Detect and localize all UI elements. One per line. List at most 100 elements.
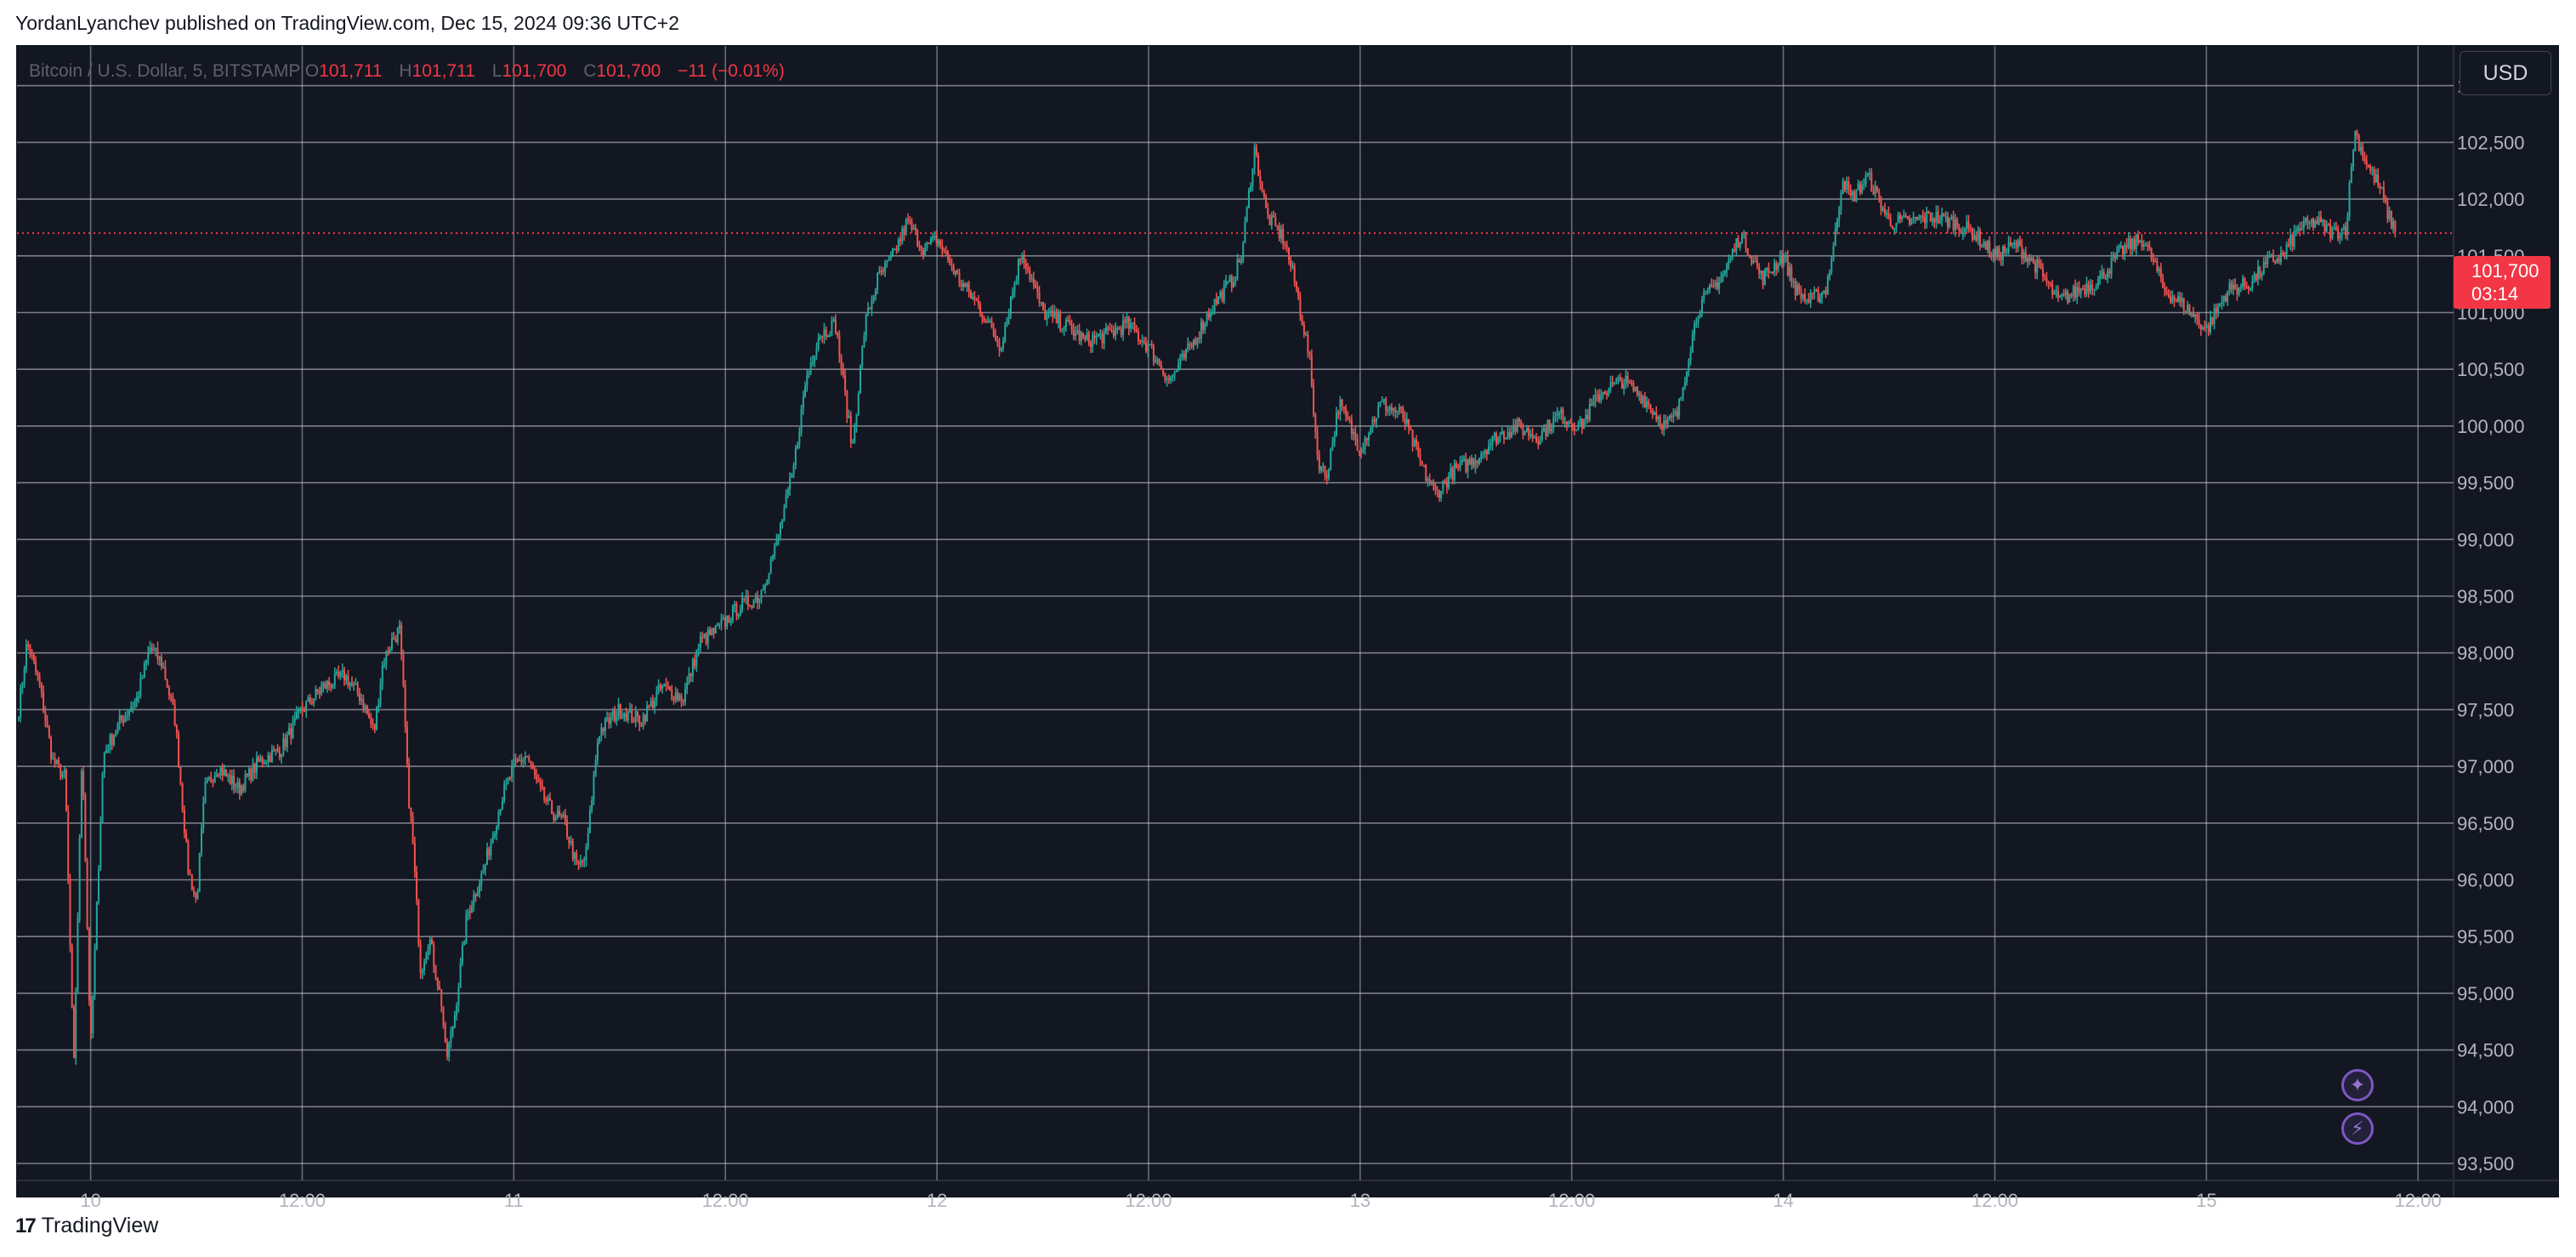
candle-down [842, 362, 844, 378]
candle-down [1143, 336, 1145, 345]
candle-body [694, 659, 696, 667]
candle-body [440, 989, 443, 1007]
candle-down [1268, 213, 1271, 226]
candle-up [259, 754, 262, 763]
candle-body [250, 768, 252, 781]
candle-body [1461, 459, 1463, 463]
candle-body [2040, 264, 2042, 270]
candle-down [1262, 189, 1265, 199]
candle-up [792, 462, 795, 479]
candle-up [109, 732, 111, 754]
candle-body [213, 775, 216, 783]
currency-selector[interactable]: USD [2460, 51, 2551, 95]
candle-body [577, 861, 580, 865]
candle-up [1064, 317, 1067, 333]
candle-body [1600, 394, 1603, 401]
candle-body [1042, 302, 1045, 310]
candle-body [1253, 147, 1256, 169]
candle-up [832, 316, 835, 323]
candle-up [292, 715, 294, 740]
candle-up [2301, 221, 2303, 231]
candle-down [1347, 411, 1349, 421]
candle-body [315, 689, 317, 699]
candle-up [1398, 403, 1400, 415]
candle-body [617, 703, 620, 716]
candle-up [1213, 299, 1216, 315]
candle-down [1257, 152, 1260, 177]
candle-body [1648, 401, 1650, 405]
candle-down [468, 904, 471, 919]
candle-body [1138, 332, 1140, 341]
candle-up [1723, 270, 1726, 276]
candle-up [1783, 253, 1785, 267]
candle-body [1829, 272, 1831, 277]
candle-body [1506, 432, 1509, 438]
candle-body [646, 705, 649, 722]
tradingview-brand[interactable]: 17 TradingView [15, 1214, 158, 1238]
candle-body [2027, 257, 2029, 263]
candle-body [616, 715, 618, 721]
candle-up [396, 627, 399, 646]
symbol-title[interactable]: Bitcoin / U.S. Dollar, 5, BITSTAMP [29, 61, 300, 81]
candle-body [1789, 266, 1791, 276]
low-value: 101,700 [502, 61, 567, 81]
candle-body [1762, 270, 1764, 286]
candle-up [1379, 401, 1382, 407]
candle-down [150, 642, 153, 655]
candle-body [1019, 259, 1022, 261]
candle-body [954, 270, 956, 275]
candle-body [1436, 489, 1438, 492]
candle-down [1183, 350, 1185, 361]
candle-body [1476, 460, 1478, 464]
candle-body [377, 703, 380, 708]
candle-body [1052, 310, 1054, 317]
candle-body [465, 915, 468, 944]
candle-down [1069, 315, 1071, 326]
candle-up [99, 816, 102, 872]
candle-down [2148, 240, 2151, 252]
lightning-icon[interactable]: ⚡ [2341, 1112, 2374, 1145]
candle-down [2044, 273, 2046, 281]
candle-down [2299, 221, 2301, 236]
candle-down [1468, 456, 1471, 466]
candle-up [147, 646, 150, 666]
candle-body [2310, 219, 2312, 223]
candle-down [728, 614, 730, 623]
candle-body [1421, 461, 1423, 465]
candle-body [167, 687, 170, 696]
candle-body [583, 860, 586, 862]
candle-body [1069, 321, 1071, 326]
candle-down [1120, 325, 1122, 338]
candle-up [684, 682, 686, 706]
candle-body [1663, 420, 1665, 430]
candle-down [338, 665, 340, 680]
candle-up [1789, 262, 1791, 282]
candle-body [276, 748, 279, 752]
candle-up [933, 230, 936, 241]
candle-down [88, 926, 90, 1006]
candle-down [1909, 214, 1911, 227]
candle-body [423, 962, 426, 971]
candle-body [1609, 382, 1612, 390]
candle-down [1084, 334, 1087, 343]
candle-down [2051, 279, 2054, 299]
candle-body [2055, 290, 2057, 293]
candle-body [777, 534, 780, 540]
candle-up [204, 776, 207, 805]
candle-body [797, 445, 799, 449]
candle-body [436, 977, 439, 987]
candle-up [1166, 375, 1168, 387]
chart-pane[interactable] [16, 45, 2559, 1197]
candle-up [1666, 416, 1669, 429]
candle-body [1155, 361, 1157, 362]
candle-body [1164, 373, 1166, 380]
candle-body [198, 853, 201, 891]
candle-body [832, 319, 835, 321]
sparkle-icon[interactable]: ✦ [2341, 1069, 2374, 1101]
time-tick-label: 12:00 [2395, 1190, 2442, 1211]
candle-body [84, 794, 87, 862]
candle-body [1668, 416, 1671, 419]
candle-body [358, 693, 360, 701]
candle-body [2282, 253, 2284, 254]
